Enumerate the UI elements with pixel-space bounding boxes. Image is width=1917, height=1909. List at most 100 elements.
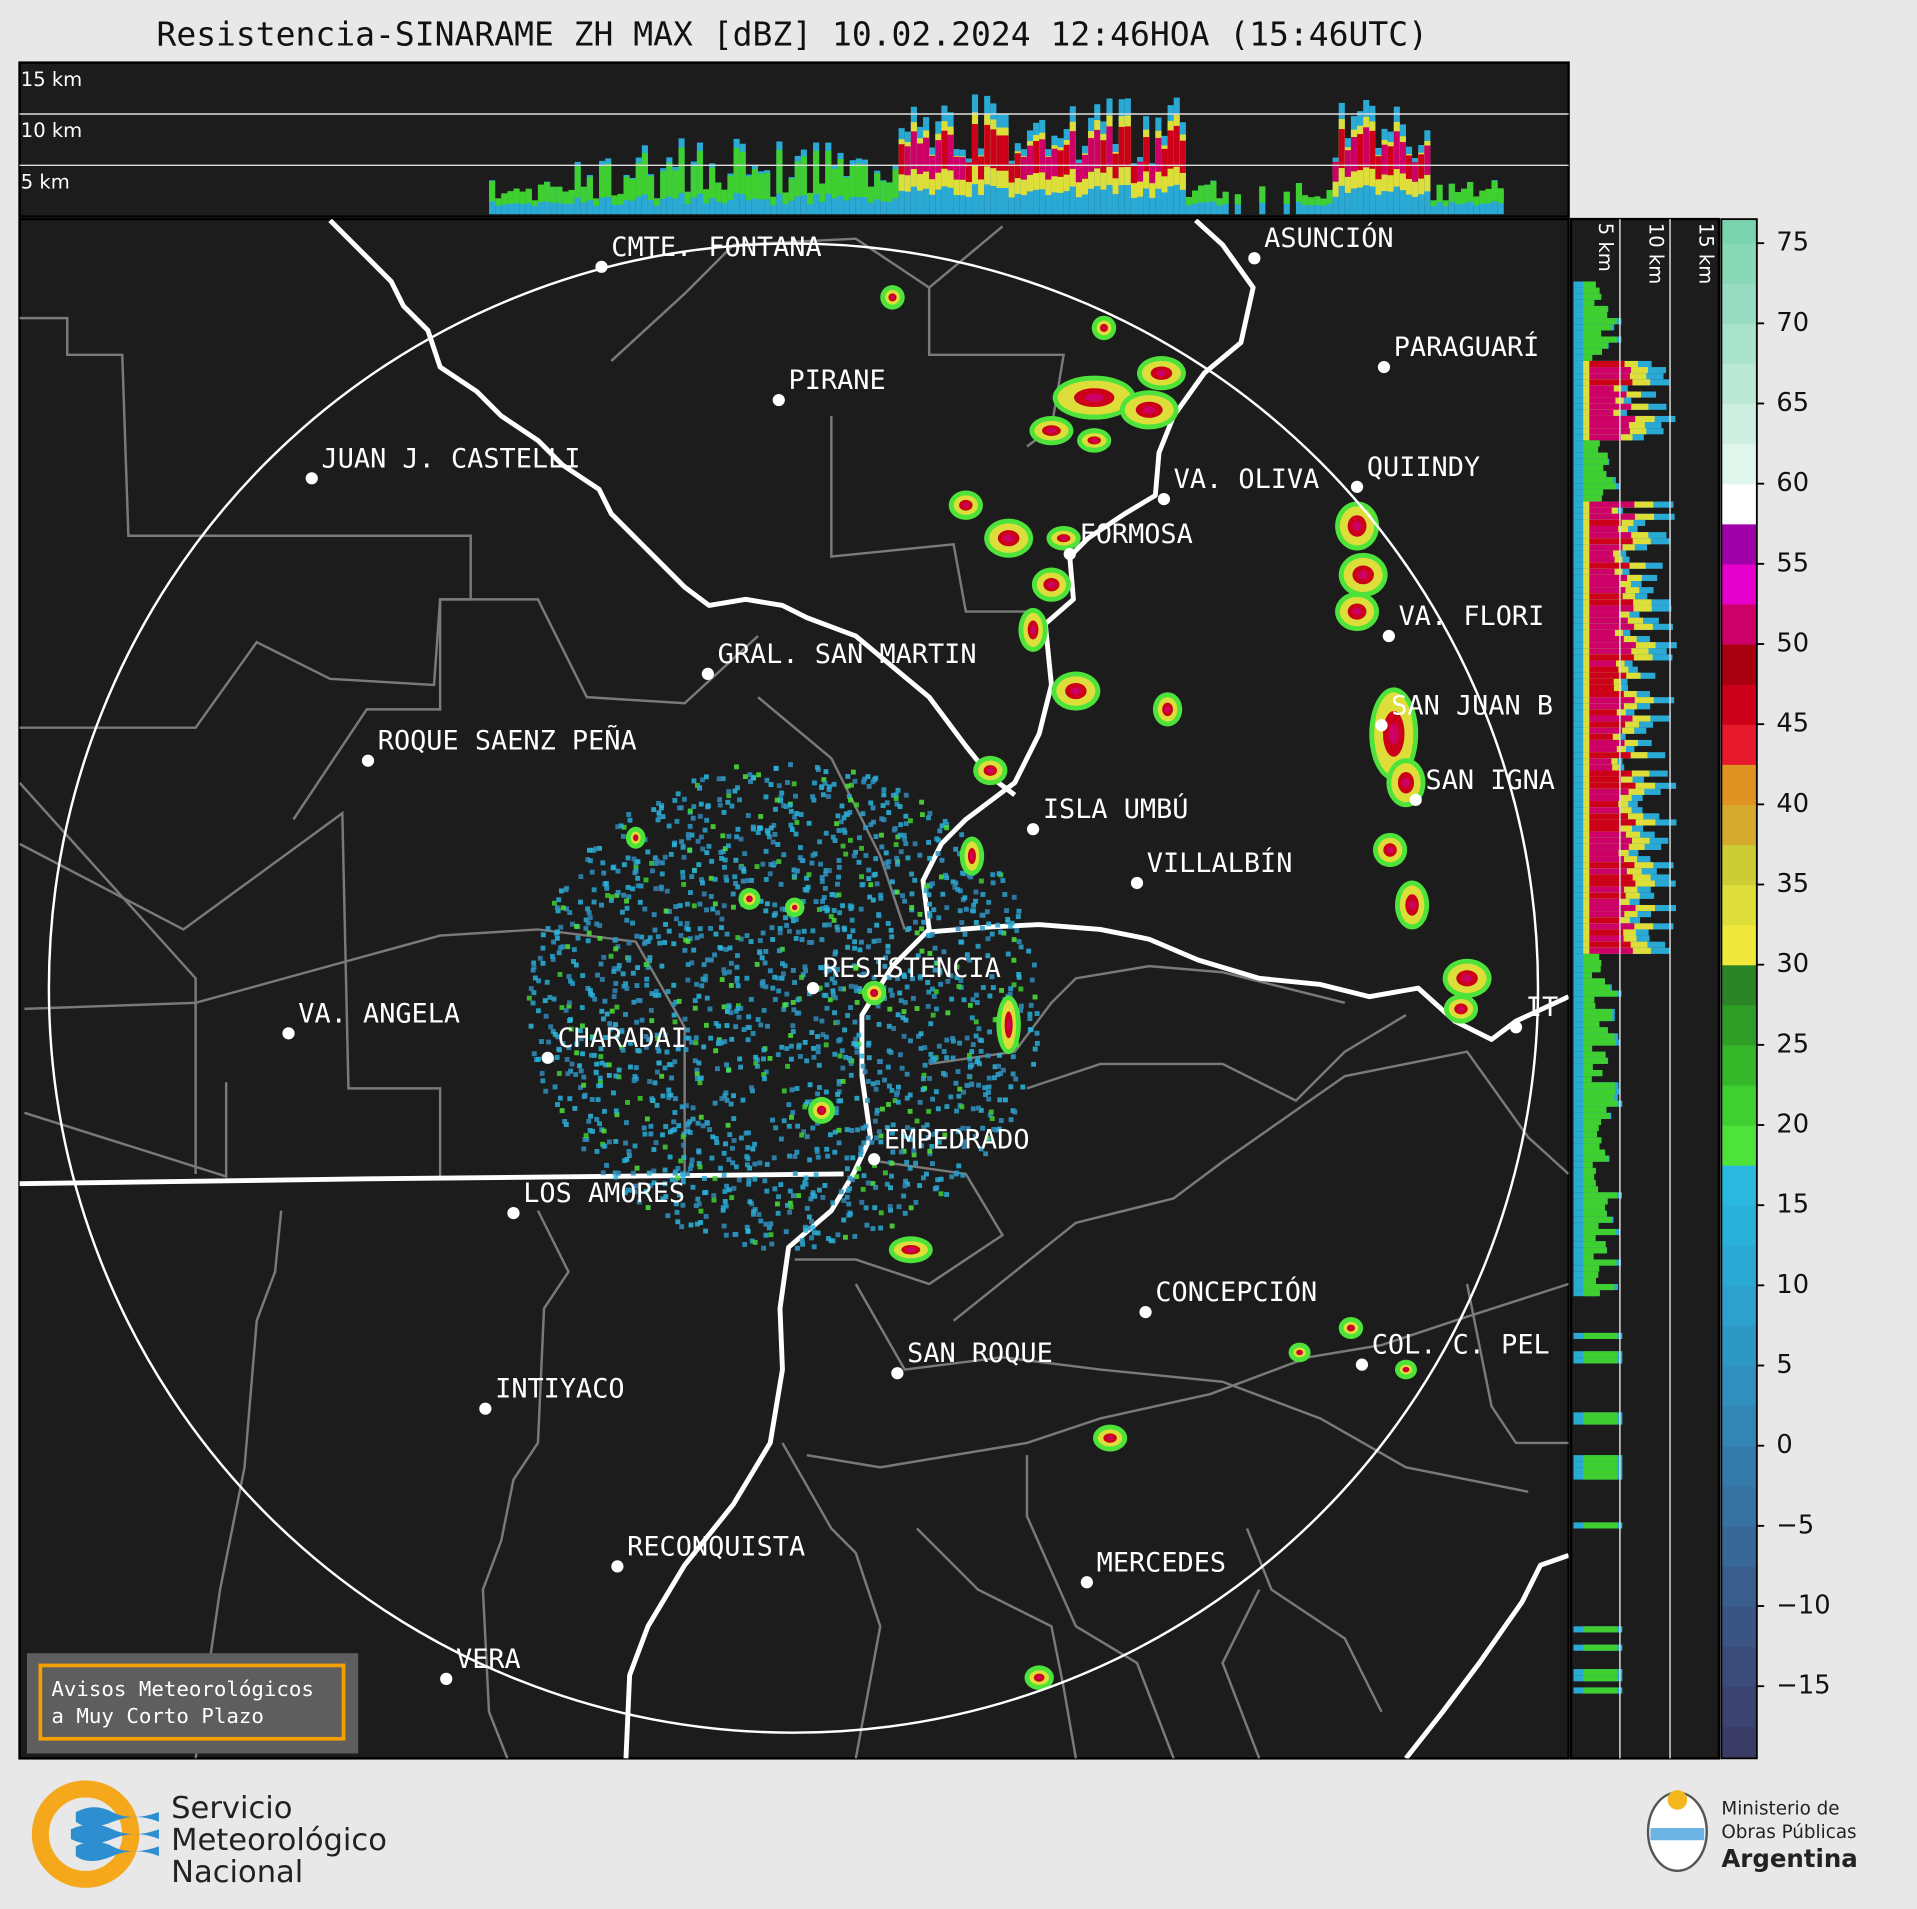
echo-pixel [725,1122,731,1128]
echo-row [1583,984,1611,991]
echo-pixel [931,1057,937,1063]
echo-pixel [701,962,707,968]
echo-row [1583,336,1617,343]
echo-pixel [964,1035,970,1041]
echo-pixel [809,1218,814,1224]
echo-pixel [796,1044,802,1050]
echo-column [916,143,924,175]
echo-pixel [907,968,913,974]
city-label: QUIINDY [1367,452,1480,483]
echo-pixel [959,1104,965,1110]
echo-pixel [834,821,840,827]
echo-pixel [662,1181,668,1187]
echo-pixel [975,943,981,949]
echo-pixel [722,1199,728,1204]
echo-pixel [772,860,778,866]
echo-pixel [560,905,566,911]
echo-pixel [795,929,801,935]
echo-pixel [920,1175,926,1181]
echo-pixel [550,1028,556,1034]
echo-pixel [1034,1030,1040,1036]
echo-pixel [585,857,591,862]
echo-pixel [1016,971,1022,977]
echo-pixel [831,781,837,787]
echo-pixel [975,1105,981,1111]
echo-pixel [913,1160,919,1166]
echo-row [1583,342,1608,349]
echo-pixel [811,1045,816,1051]
echo-pixel [621,824,627,830]
echo-pixel [878,1133,884,1139]
echo-row [1583,1332,1618,1340]
echo-pixel [713,1021,719,1026]
echo-pixel [625,855,631,861]
echo-pixel [903,821,909,827]
echo-pixel [878,1225,884,1231]
colorbar-band [1721,1165,1757,1206]
echo-pixel [844,1166,850,1172]
echo-pixel [648,1007,654,1013]
echo-pixel [624,986,630,991]
echo-pixel [776,988,782,994]
echo-pixel [626,955,632,961]
echo-column [880,180,887,202]
echo-pixel [597,1121,602,1127]
echo-row [1583,1088,1616,1095]
echo-pixel [834,924,840,930]
echo-pixel [526,995,532,1001]
echo-pixel [738,865,744,871]
echo-pixel [735,935,741,941]
echo-pixel [753,1060,759,1066]
echo-pixel [781,1118,787,1124]
echo-column [654,198,661,206]
echo-pixel [853,988,859,994]
echo-pixel [668,851,674,857]
echo-pixel [973,1033,979,1039]
city-dot [282,1027,295,1040]
echo-pixel [973,889,979,895]
echo-pixel [876,1129,882,1135]
echo-pixel [680,843,686,849]
echo-pixel [1031,962,1037,968]
echo-row [1583,1247,1607,1254]
echo-pixel [590,1128,596,1134]
echo-pixel [616,1067,622,1073]
echo-pixel [603,1035,608,1040]
echo-pixel [944,1037,950,1043]
echo-pixel [788,808,794,814]
echo-column [1369,130,1376,169]
echo-pixel [757,1160,763,1166]
echo-pixel [810,852,816,858]
echo-pixel [799,937,805,943]
echo-pixel [793,793,798,799]
echo-pixel [615,868,621,874]
echo-pixel [824,908,830,914]
city-dot [595,260,608,273]
echo-row [1589,917,1620,924]
echo-column [489,180,496,202]
city-label: EMPEDRADO [884,1124,1030,1155]
echo-row [1589,373,1630,380]
city-dot [1409,793,1422,806]
echo-pixel [691,947,697,953]
echo-column [825,150,832,194]
echo-cell [1349,1326,1353,1330]
echo-pixel [926,1108,932,1114]
echo-pixel [1016,908,1022,914]
colorbar-band [1721,323,1757,365]
echo-pixel [838,986,844,992]
echo-row [1583,1522,1618,1529]
city-label: VA. OLIVA [1174,464,1320,495]
echo-pixel [979,912,985,918]
echo-pixel [904,1095,910,1101]
echo-pixel [996,1063,1002,1069]
echo-pixel [628,1064,633,1070]
echo-pixel [790,1110,796,1116]
echo-pixel [900,1015,906,1021]
echo-pixel [816,1062,822,1068]
echo-pixel [835,813,841,819]
echo-pixel [999,987,1004,993]
echo-pixel [917,852,923,858]
echo-pixel [647,1079,653,1084]
echo-pixel [904,984,910,990]
